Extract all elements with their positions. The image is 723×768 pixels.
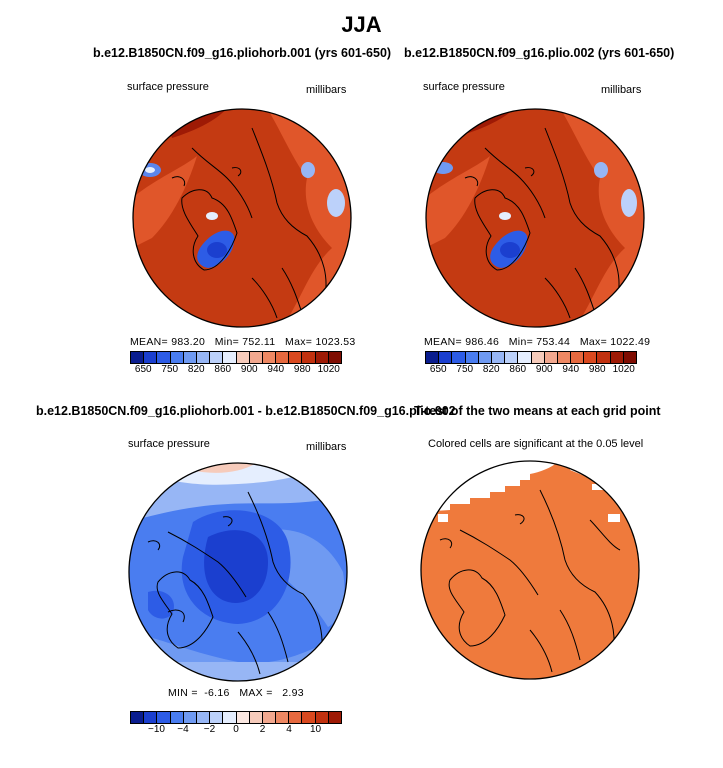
colorbar-swatch (275, 352, 289, 363)
colorbar-swatch (235, 712, 249, 723)
colorbar-tick-label: −4 (177, 724, 189, 735)
colorbar-swatch (517, 352, 531, 363)
colorbar-tick-label: 820 (482, 364, 500, 375)
colorbar-swatch (131, 352, 144, 363)
colorbar-tick-label: 10 (309, 724, 322, 735)
difference-stats: MIN = -6.16 MAX = 2.93 (168, 687, 304, 699)
panel-difference-units-label: millibars (306, 441, 347, 453)
colorbar-swatch (426, 352, 439, 363)
colorbar-tick-label: 1020 (317, 364, 340, 375)
experiment-colorbar: 650 750 820 860 900 940 980 1020 (425, 351, 637, 376)
colorbar-swatch (195, 352, 210, 363)
colorbar-swatch (235, 352, 249, 363)
colorbar-tick-label: 900 (535, 364, 553, 375)
colorbar-tick-label: 650 (429, 364, 447, 375)
difference-colorbar: −10 −4 −2 0 2 4 10 (130, 711, 342, 736)
panel-difference-variable-label: surface pressure (128, 438, 210, 450)
colorbar-tick-label: −2 (203, 724, 216, 735)
panel-difference-title: b.e12.B1850CN.f09_g16.pliohorb.001 - b.e… (36, 404, 456, 418)
colorbar-swatch (288, 352, 302, 363)
experiment-stats: MEAN= 986.46 Min= 753.44 Max= 1022.49 (424, 336, 651, 348)
colorbar-swatch (504, 352, 518, 363)
colorbar-swatch (570, 352, 584, 363)
colorbar-swatch (451, 352, 465, 363)
colorbar-swatch (275, 712, 289, 723)
colorbar-swatch (209, 712, 223, 723)
season-title: JJA (341, 12, 382, 37)
colorbar-swatch (156, 352, 170, 363)
ttest-polar-map (420, 460, 640, 680)
colorbar-swatch (314, 352, 328, 363)
colorbar-tick-label: 860 (214, 364, 232, 375)
panel-control-variable-label: surface pressure (127, 81, 209, 93)
colorbar-swatch (169, 712, 183, 723)
colorbar-tick-label: 4 (286, 724, 292, 735)
colorbar-tick-label: 650 (134, 364, 152, 375)
colorbar-swatch (438, 352, 452, 363)
colorbar-swatch (143, 352, 157, 363)
colorbar-tick-label: 1020 (612, 364, 635, 375)
colorbar-swatch (261, 712, 276, 723)
colorbar-tick-label: −10 (148, 724, 165, 735)
colorbar-swatch (543, 352, 557, 363)
colorbar-tick-label: 0 (233, 724, 239, 735)
colorbar-swatch (169, 352, 183, 363)
colorbar-swatch (314, 712, 328, 723)
panel-experiment-units-label: millibars (601, 84, 642, 96)
colorbar-swatch (288, 712, 302, 723)
colorbar-tick-label: 750 (456, 364, 474, 375)
experiment-polar-map (425, 108, 645, 328)
colorbar-tick-label: 820 (187, 364, 205, 375)
colorbar-tick-label: 860 (509, 364, 527, 375)
colorbar-swatch (327, 352, 341, 363)
colorbar-swatch (248, 352, 262, 363)
panel-control-title: b.e12.B1850CN.f09_g16.pliohorb.001 (yrs … (93, 46, 392, 60)
colorbar-swatch (301, 712, 315, 723)
colorbar-swatch (131, 712, 144, 723)
panel-experiment-title: b.e12.B1850CN.f09_g16.plio.002 (yrs 601-… (404, 46, 675, 60)
colorbar-swatch (182, 712, 196, 723)
colorbar-swatch (327, 712, 341, 723)
control-colorbar: 650 750 820 860 900 940 980 1020 (130, 351, 342, 376)
colorbar-swatch (301, 352, 315, 363)
colorbar-tick-label: 750 (161, 364, 179, 375)
panel-control-units-label: millibars (306, 84, 347, 96)
colorbar-swatch (248, 712, 262, 723)
colorbar-swatch (609, 352, 623, 363)
colorbar-tick-label: 900 (240, 364, 258, 375)
colorbar-swatch (156, 712, 170, 723)
colorbar-swatch (261, 352, 276, 363)
colorbar-swatch (222, 352, 236, 363)
colorbar-tick-label: 940 (562, 364, 580, 375)
colorbar-swatch (596, 352, 610, 363)
colorbar-swatch (222, 712, 236, 723)
colorbar-swatch (143, 712, 157, 723)
colorbar-swatch (583, 352, 597, 363)
colorbar-tick-label: 2 (259, 724, 266, 735)
colorbar-swatch (490, 352, 505, 363)
colorbar-swatch (556, 352, 571, 363)
colorbar-swatch (195, 712, 210, 723)
colorbar-swatch (622, 352, 636, 363)
colorbar-tick-label: 980 (293, 364, 311, 375)
colorbar-tick-label: 940 (267, 364, 285, 375)
panel-ttest-caption: Colored cells are significant at the 0.0… (428, 438, 644, 450)
control-stats: MEAN= 983.20 Min= 752.11 Max= 1023.53 (130, 336, 356, 348)
panel-ttest-title: T-test of the two means at each grid poi… (414, 404, 661, 418)
colorbar-swatch (464, 352, 478, 363)
control-polar-map (132, 108, 352, 328)
colorbar-tick-label: 980 (588, 364, 606, 375)
colorbar-swatch (209, 352, 223, 363)
colorbar-swatch (530, 352, 544, 363)
difference-polar-map (128, 462, 348, 682)
panel-experiment-variable-label: surface pressure (423, 81, 505, 93)
colorbar-swatch (477, 352, 491, 363)
colorbar-swatch (182, 352, 196, 363)
